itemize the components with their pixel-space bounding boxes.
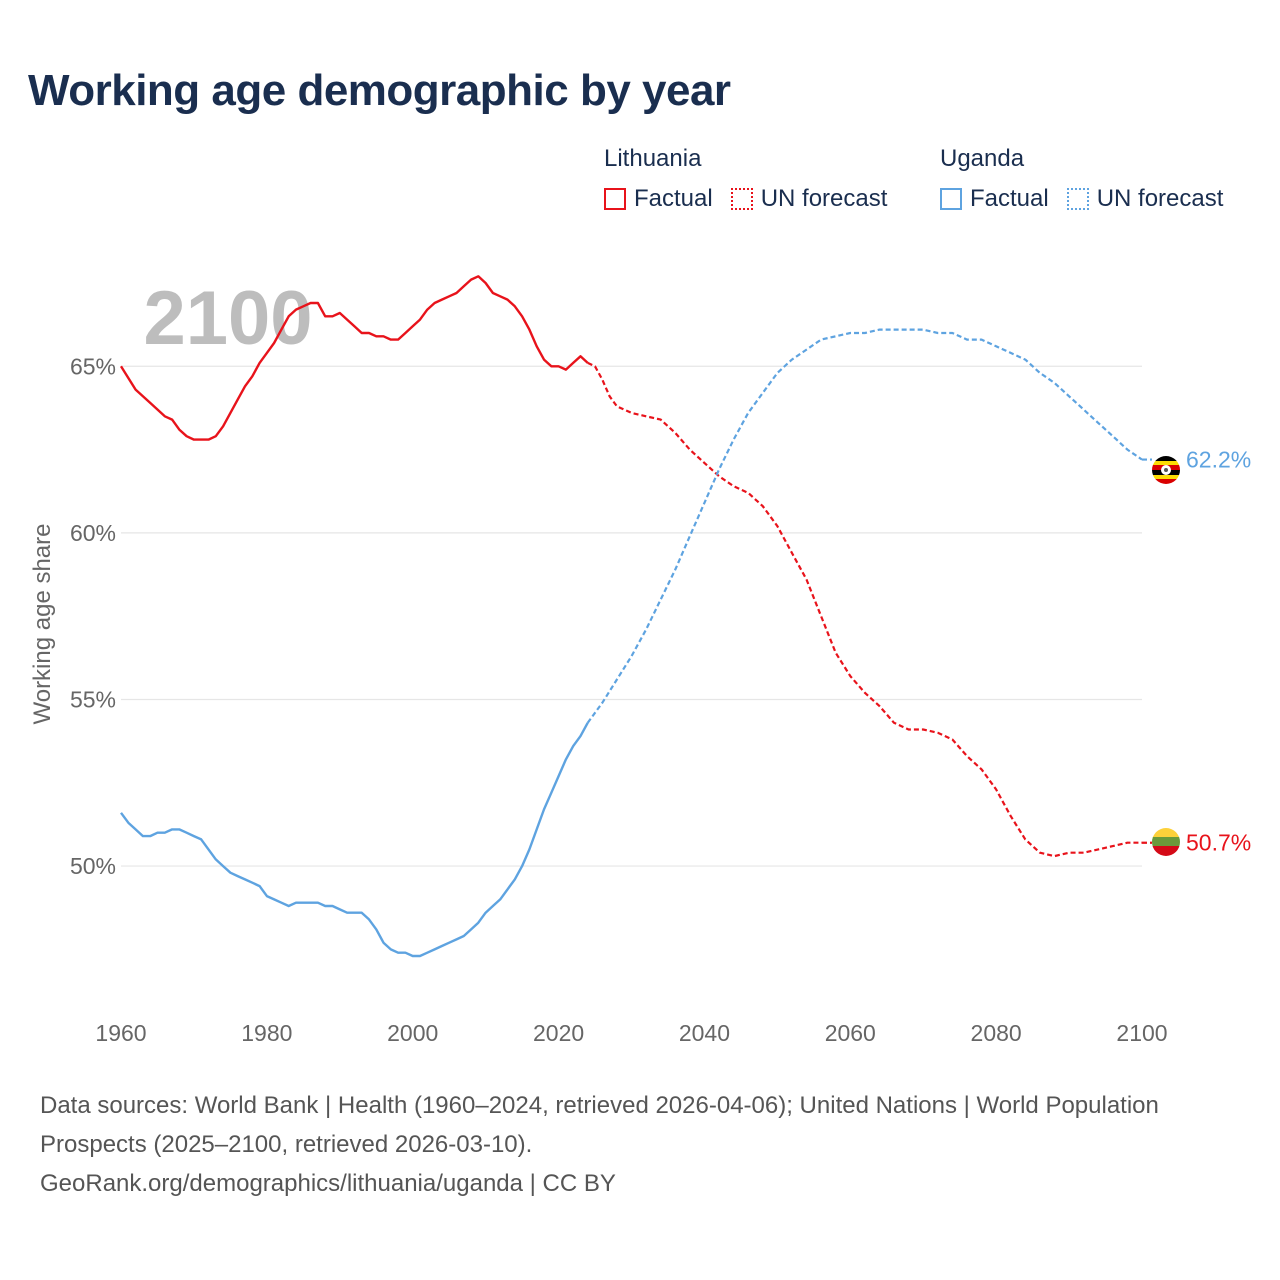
lithuania-flag-icon: [1152, 828, 1180, 856]
legend-label: Factual: [970, 185, 1049, 212]
series-line-uganda-forecast: [586, 328, 1143, 724]
legend-group-uganda: Uganda Factual UN forecast: [940, 145, 1241, 213]
legend-label: UN forecast: [760, 185, 888, 212]
y-tick-label: 65%: [70, 353, 116, 379]
x-tick-label: 2080: [971, 1020, 1022, 1046]
footer: Data sources: World Bank | Health (1960–…: [40, 1086, 1240, 1203]
end-value-label-lithuania: 50.7%: [1186, 830, 1251, 856]
end-value-label-uganda: 62.2%: [1186, 447, 1251, 473]
year-watermark: 2100: [143, 276, 312, 361]
x-tick-label: 2040: [679, 1020, 730, 1046]
legend-item-uganda-factual[interactable]: Factual: [940, 185, 1049, 213]
legend-swatch-dotted: [1066, 188, 1089, 210]
series-line-uganda-factual: [120, 722, 589, 958]
legend-label: UN forecast: [1096, 185, 1224, 212]
legend-group-name: Lithuania: [604, 145, 702, 172]
data-sources-text: Data sources: World Bank | Health (1960–…: [40, 1092, 1159, 1158]
legend-item-uganda-forecast[interactable]: UN forecast: [1066, 185, 1224, 213]
chart-title: Working age demographic by year: [28, 66, 731, 115]
y-axis-label: Working age share: [29, 524, 56, 725]
x-tick-label: 2060: [825, 1020, 876, 1046]
legend-group-name: Uganda: [940, 145, 1025, 172]
x-tick-label: 2000: [387, 1020, 438, 1046]
legend-swatch-solid: [604, 188, 626, 210]
y-tick-label: 55%: [70, 686, 116, 712]
x-tick-label: 2100: [1116, 1020, 1167, 1046]
x-tick-label: 1960: [95, 1020, 146, 1046]
x-tick-label: 1980: [241, 1020, 292, 1046]
y-tick-label: 50%: [70, 853, 116, 879]
legend-group-lithuania: Lithuania Factual UN forecast: [604, 145, 905, 213]
credit-text: GeoRank.org/demographics/lithuania/ugand…: [40, 1170, 616, 1197]
series-line-lithuania-factual: [119, 275, 589, 441]
series-line-lithuania-forecast: [587, 361, 1142, 858]
legend-item-lithuania-forecast[interactable]: UN forecast: [730, 185, 888, 213]
x-tick-label: 2020: [533, 1020, 584, 1046]
legend-label: Factual: [634, 185, 713, 212]
legend-item-lithuania-factual[interactable]: Factual: [604, 185, 713, 213]
legend-swatch-solid: [940, 188, 962, 210]
uganda-flag-icon: [1152, 456, 1180, 484]
legend-swatch-dotted: [730, 188, 753, 210]
y-tick-label: 60%: [70, 520, 116, 546]
